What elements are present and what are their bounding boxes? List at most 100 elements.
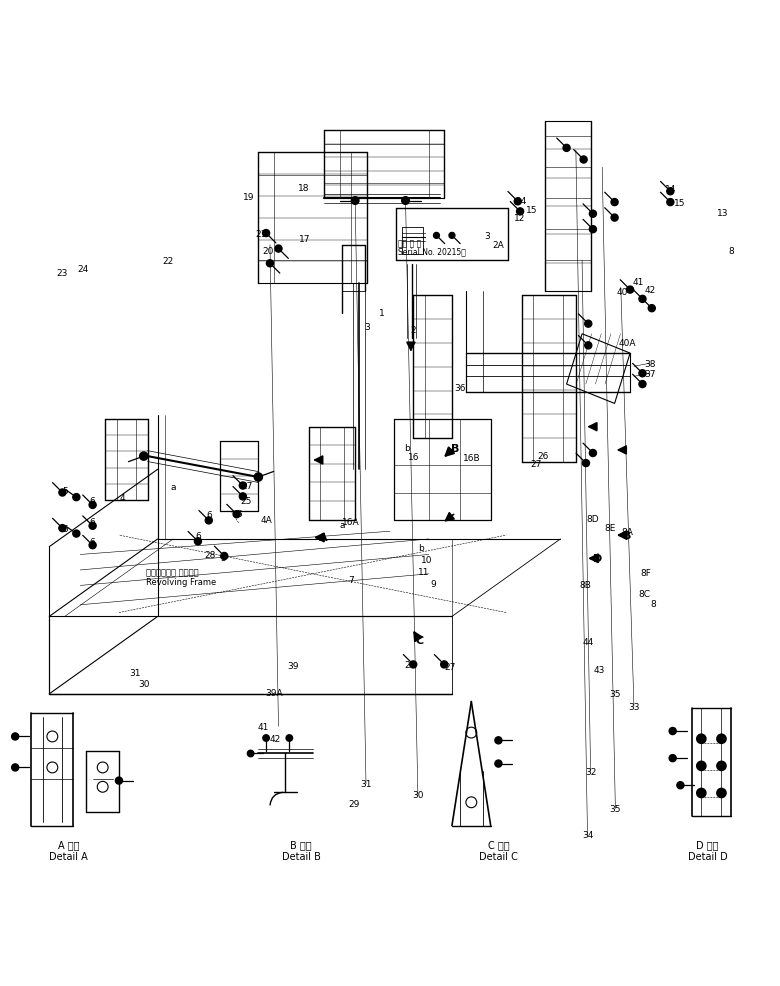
Text: 12: 12 (515, 214, 526, 223)
Text: 14: 14 (665, 184, 676, 193)
Circle shape (221, 553, 228, 560)
Circle shape (410, 662, 417, 669)
Text: D 詳細: D 詳細 (697, 839, 719, 849)
Text: 31: 31 (360, 779, 372, 789)
Text: a: a (170, 482, 176, 491)
Circle shape (580, 157, 587, 164)
Text: A 詳細: A 詳細 (58, 839, 80, 849)
Text: 37: 37 (644, 370, 656, 379)
Circle shape (58, 489, 66, 497)
Circle shape (89, 542, 96, 549)
Text: D: D (593, 554, 602, 564)
Text: 5: 5 (221, 553, 226, 562)
Circle shape (351, 197, 359, 205)
Text: 35: 35 (610, 805, 621, 813)
Text: 25: 25 (405, 661, 416, 669)
Circle shape (239, 493, 246, 501)
Circle shape (639, 296, 646, 303)
Text: A: A (319, 532, 328, 543)
Circle shape (254, 473, 262, 481)
Text: 28: 28 (204, 550, 216, 559)
Circle shape (717, 735, 726, 743)
Text: 1: 1 (379, 309, 385, 318)
Text: 23: 23 (57, 269, 68, 278)
Text: 33: 33 (628, 702, 640, 711)
Circle shape (286, 735, 292, 741)
Text: C 詳細: C 詳細 (488, 839, 509, 849)
Circle shape (639, 371, 646, 378)
Circle shape (495, 738, 502, 744)
Text: 適用 号 机: 適用 号 机 (398, 240, 421, 248)
Text: 32: 32 (585, 767, 596, 776)
Text: 21: 21 (256, 230, 267, 239)
Text: 22: 22 (162, 256, 173, 265)
Text: 13: 13 (718, 208, 729, 218)
Text: 16: 16 (407, 453, 419, 461)
Text: 20: 20 (262, 247, 273, 256)
Circle shape (697, 789, 706, 798)
Circle shape (495, 760, 502, 767)
Text: 16A: 16A (342, 518, 360, 527)
Text: 30: 30 (412, 790, 424, 800)
Text: 18: 18 (297, 183, 309, 192)
Text: 30: 30 (138, 679, 150, 688)
Text: 34: 34 (582, 830, 593, 839)
Circle shape (12, 734, 19, 740)
Text: 8A: 8A (621, 528, 633, 536)
Text: 24: 24 (77, 265, 88, 274)
Text: B 詳細: B 詳細 (290, 839, 312, 849)
Text: 29: 29 (349, 800, 360, 809)
Text: 8: 8 (651, 599, 656, 608)
Text: 5: 5 (236, 510, 242, 519)
Text: 25: 25 (240, 496, 252, 505)
Circle shape (669, 728, 676, 735)
Circle shape (73, 494, 80, 501)
Text: 40: 40 (617, 288, 628, 297)
Circle shape (73, 530, 80, 537)
Text: 35: 35 (610, 689, 621, 699)
Text: 39: 39 (288, 662, 299, 670)
Text: 7: 7 (349, 575, 354, 584)
Circle shape (648, 306, 655, 313)
Circle shape (697, 761, 706, 771)
Text: 6: 6 (89, 518, 94, 527)
Text: 5: 5 (62, 486, 68, 495)
Text: 40A: 40A (619, 338, 636, 347)
Circle shape (267, 260, 274, 267)
Text: Detail A: Detail A (49, 851, 88, 861)
Circle shape (58, 526, 66, 532)
Text: 8: 8 (728, 247, 734, 256)
Text: 15: 15 (674, 198, 686, 207)
Circle shape (585, 320, 592, 328)
Text: 8D: 8D (587, 514, 599, 523)
Text: 36: 36 (454, 384, 466, 392)
Text: C: C (416, 635, 424, 645)
Circle shape (263, 231, 270, 238)
Circle shape (233, 511, 240, 519)
Text: 6: 6 (89, 537, 94, 546)
Text: 8F: 8F (640, 568, 651, 577)
Circle shape (275, 246, 282, 252)
Circle shape (263, 735, 269, 741)
Circle shape (12, 764, 19, 771)
Text: 10: 10 (421, 555, 433, 564)
Text: B: B (622, 530, 631, 540)
Text: レボルビング フレーム: レボルビング フレーム (146, 568, 199, 577)
Text: Serial No. 20215～: Serial No. 20215～ (398, 247, 466, 256)
Text: 44: 44 (583, 638, 594, 647)
Circle shape (140, 453, 148, 460)
Circle shape (697, 735, 706, 743)
Circle shape (514, 198, 521, 206)
Text: 27: 27 (444, 663, 456, 671)
Circle shape (115, 777, 122, 784)
Text: b: b (418, 543, 424, 552)
Text: 3: 3 (364, 323, 370, 332)
Circle shape (677, 782, 684, 789)
Text: 4: 4 (120, 493, 126, 502)
Circle shape (516, 209, 523, 216)
Circle shape (239, 482, 246, 490)
Text: 16B: 16B (463, 454, 480, 462)
Text: 9: 9 (431, 579, 436, 588)
Text: Detail B: Detail B (282, 851, 321, 861)
Text: 6: 6 (206, 511, 211, 520)
